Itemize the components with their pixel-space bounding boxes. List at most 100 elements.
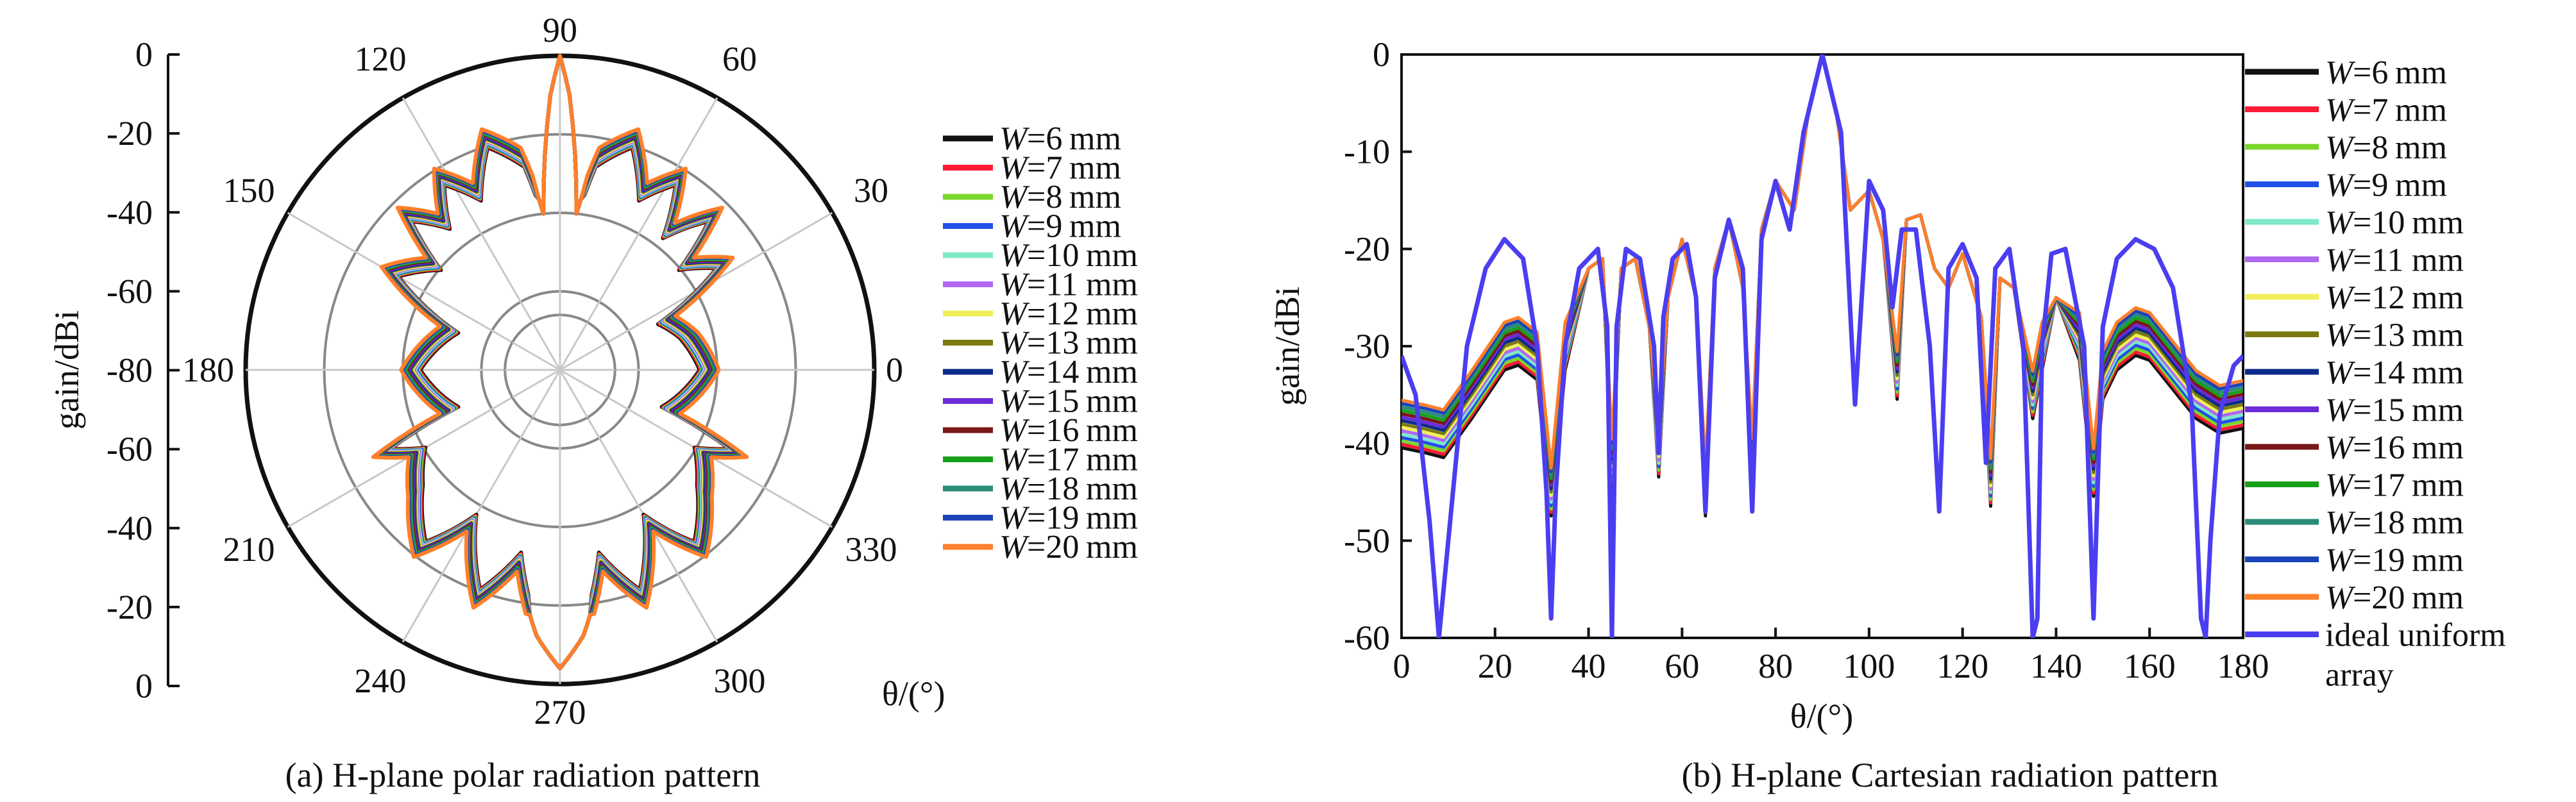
legend-value: =14: [2353, 355, 2405, 391]
legend-unit: mm: [1069, 179, 1121, 215]
legend-value: =13: [2353, 317, 2405, 354]
legend-var: W: [999, 529, 1030, 565]
x-tick-label: 120: [1936, 647, 1988, 685]
legend-entry: W =19 mm: [999, 500, 1138, 537]
legend-var: W: [2325, 430, 2356, 466]
polar-angle-label: 180: [182, 351, 234, 389]
legend-value: =18: [2353, 505, 2405, 541]
legend-value: =9: [1027, 208, 1062, 245]
legend-entry: W =9 mm: [999, 208, 1121, 245]
legend-entry: W =16 mm: [999, 412, 1138, 449]
polar-angle-label: 120: [355, 40, 407, 78]
legend-unit: mm: [1086, 529, 1138, 565]
radial-tick-label: -20: [106, 114, 153, 153]
legend-var: W: [999, 121, 1030, 157]
legend-entry: W =17 mm: [2325, 467, 2464, 504]
legend-value: =10: [2353, 205, 2405, 241]
legend-entry: W =11 mm: [2325, 242, 2464, 279]
legend-var: W: [999, 471, 1030, 507]
polar-caption: (a) H-plane polar radiation pattern: [285, 756, 761, 794]
legend-unit: mm: [2412, 205, 2464, 241]
legend-var: W: [2325, 317, 2356, 354]
radial-tick-label: -60: [106, 272, 153, 310]
cartesian-series-line: [1402, 54, 2243, 487]
legend-unit: mm: [2412, 430, 2464, 466]
polar-series-line: [371, 54, 749, 671]
x-tick-label: 60: [1665, 647, 1699, 685]
legend-var: W: [999, 442, 1030, 478]
legend-var: W: [2325, 542, 2356, 579]
legend-ideal-label: ideal uniform: [2325, 617, 2506, 654]
legend-var: W: [2325, 54, 2356, 91]
legend-value: =19: [2353, 542, 2405, 579]
legend-var: W: [999, 150, 1030, 187]
legend-entry: W =18 mm: [2325, 505, 2464, 541]
legend-value: =12: [2353, 280, 2405, 316]
legend-entry: W =13 mm: [2325, 317, 2464, 354]
cartesian-x-axis-title: θ/(°): [1790, 697, 1853, 735]
polar-grid-spoke-inner: [559, 369, 609, 399]
legend-var: W: [2325, 205, 2356, 241]
legend-unit: mm: [1086, 442, 1138, 478]
legend-unit: mm: [1086, 471, 1138, 507]
legend-var: W: [999, 500, 1030, 537]
legend-var: W: [999, 325, 1030, 362]
legend-value: =18: [1027, 471, 1079, 507]
legend-entry: W =12 mm: [999, 296, 1138, 332]
legend-var: W: [2325, 280, 2356, 316]
radial-tick-label: -40: [106, 509, 153, 547]
legend-var: W: [999, 383, 1030, 420]
cartesian-caption: (b) H-plane Cartesian radiation pattern: [1682, 756, 2219, 794]
legend-value: =6: [1027, 121, 1062, 157]
polar-angle-label: 210: [223, 530, 275, 569]
legend-var: W: [999, 296, 1030, 332]
polar-chart: 0 -20 -40 -60 -80 -60 -40 -20 0 gain/dBi 0 30 60 90…: [47, 11, 1138, 794]
legend-var: W: [999, 412, 1030, 449]
legend-value: =8: [2353, 129, 2388, 166]
polar-grid-spoke-inner: [511, 341, 561, 371]
polar-angle-label: 330: [845, 530, 897, 569]
polar-series-group: [371, 54, 749, 671]
polar-x-axis-title: θ/(°): [882, 674, 945, 713]
legend-var: W: [999, 354, 1030, 390]
legend-entry: W =14 mm: [999, 354, 1138, 390]
y-tick-label: -50: [1344, 521, 1390, 560]
legend-unit: mm: [1069, 150, 1121, 187]
legend-var: W: [999, 267, 1030, 303]
polar-angle-label: 240: [355, 662, 407, 700]
legend-entry: W =20 mm: [2325, 580, 2464, 616]
legend-entry: W =6 mm: [999, 121, 1121, 157]
polar-angle-label: 0: [886, 351, 903, 389]
x-tick-label: 0: [1393, 647, 1411, 685]
y-tick-label: -20: [1344, 230, 1390, 268]
legend-unit: mm: [2412, 467, 2464, 504]
legend-entry: W =14 mm: [2325, 355, 2464, 391]
polar-angle-label: 30: [854, 171, 888, 210]
legend-unit: mm: [1086, 325, 1138, 362]
legend-value: =9: [2353, 167, 2388, 204]
legend-var: W: [999, 237, 1030, 274]
legend-value: =17: [2353, 467, 2405, 504]
radial-tick-label: -80: [106, 351, 153, 390]
polar-grid-spoke-inner: [511, 369, 561, 399]
polar-grid-spoke-inner: [559, 321, 589, 371]
polar-angle-label: 150: [223, 171, 275, 210]
radial-tick-label: -40: [106, 193, 153, 231]
legend-value: =13: [1027, 325, 1079, 362]
radial-tick-label: -20: [106, 588, 153, 626]
x-tick-label: 40: [1572, 647, 1606, 685]
y-tick-label: -60: [1344, 619, 1390, 657]
legend-value: =16: [2353, 430, 2405, 466]
legend-value: =12: [1027, 296, 1079, 332]
legend-var: W: [2325, 467, 2356, 504]
legend-entry: W =10 mm: [2325, 205, 2464, 241]
legend-entry: W =12 mm: [2325, 280, 2464, 316]
polar-angle-label: 300: [714, 662, 766, 700]
legend-value: =19: [1027, 500, 1079, 537]
polar-grid-spoke-inner: [531, 369, 561, 419]
legend-value: =8: [1027, 179, 1062, 215]
x-tick-label: 180: [2217, 647, 2269, 685]
legend-value: =14: [1027, 354, 1079, 390]
polar-y-axis-title: gain/dBi: [47, 310, 86, 430]
